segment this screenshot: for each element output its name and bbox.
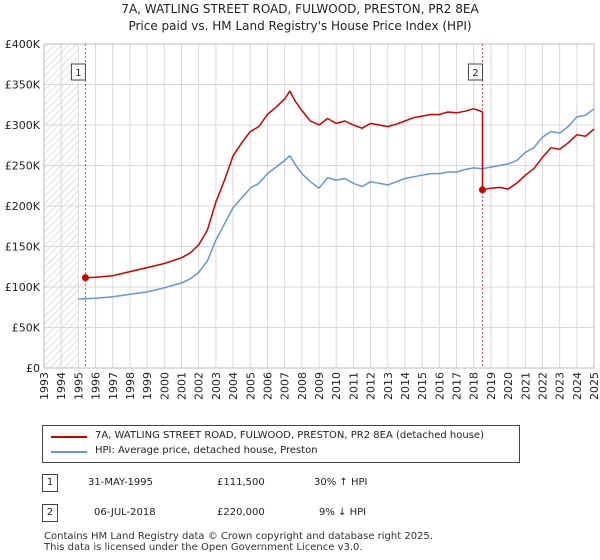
- x-tick-label: 2008: [296, 372, 309, 400]
- x-tick-label: 2009: [313, 372, 326, 400]
- y-tick-label: £400K: [5, 38, 41, 51]
- sale-point: [478, 186, 486, 194]
- y-tick-label: £150K: [5, 241, 41, 254]
- transaction-price: £220,000: [217, 507, 265, 518]
- x-tick-label: 2013: [382, 372, 395, 400]
- transaction-date: 31-MAY-1995: [88, 477, 154, 488]
- y-tick-label: £300K: [5, 119, 41, 132]
- x-tick-label: 2018: [468, 372, 481, 400]
- x-tick-label: 1997: [107, 372, 120, 400]
- x-tick-label: 2005: [244, 372, 257, 400]
- x-tick-label: 2000: [158, 372, 171, 400]
- y-tick-label: £50K: [12, 322, 41, 335]
- marker-label-box: [467, 63, 483, 81]
- price-chart: £0 £50K £100K £150K £200K £250K £300K £350K £400…: [5, 38, 600, 400]
- chart-title: 7A, WATLING STREET ROAD, FULWOOD, PRESTO…: [121, 2, 479, 16]
- x-tick-label: 2011: [347, 372, 360, 400]
- marker-label: 1: [75, 68, 81, 79]
- x-tick-label: 2023: [554, 372, 567, 400]
- marker-label: 2: [472, 68, 478, 79]
- legend-line-property: [51, 436, 87, 438]
- y-tick-label: £100K: [5, 281, 41, 294]
- x-tick-label: 2003: [210, 372, 223, 400]
- x-tick-label: 2002: [193, 372, 206, 400]
- x-tick-label: 2021: [519, 372, 532, 400]
- x-tick-label: 2020: [502, 372, 515, 400]
- x-tick-label: 2024: [571, 372, 584, 400]
- x-tick-label: 2022: [536, 372, 549, 400]
- transaction-price: £111,500: [217, 477, 265, 488]
- y-tick-label: £350K: [5, 79, 41, 92]
- x-tick-label: 2006: [261, 372, 274, 400]
- y-tick-label: £0: [26, 362, 40, 375]
- x-tick-label: 2014: [399, 372, 412, 400]
- x-tick-label: 2025: [588, 372, 600, 400]
- transaction-hpi: 9% ↓ HPI: [319, 507, 367, 518]
- x-tick-label: 2007: [279, 372, 292, 400]
- y-tick-label: £250K: [5, 160, 41, 173]
- x-tick-label: 2012: [365, 372, 378, 400]
- x-tick-label: 1998: [124, 372, 137, 400]
- x-tick-label: 1993: [38, 372, 51, 400]
- x-tick-label: 2001: [176, 372, 189, 400]
- y-tick-label: £200K: [5, 200, 41, 213]
- legend-line-hpi: [51, 451, 87, 453]
- x-tick-label: 1994: [55, 372, 68, 400]
- legend-label-hpi: HPI: Average price, detached house, Pres…: [95, 445, 318, 456]
- x-tick-label: 1999: [141, 372, 154, 400]
- x-tick-label: 1995: [72, 372, 85, 400]
- chart-legend: 7A, WATLING STREET ROAD, FULWOOD, PRESTO…: [42, 425, 520, 463]
- transaction-row: 2 06-JUL-2018 £220,000 9% ↓ HPI: [42, 504, 372, 522]
- x-tick-label: 2015: [416, 372, 429, 400]
- sale-point: [81, 274, 89, 282]
- transaction-date: 06-JUL-2018: [94, 507, 156, 518]
- x-tick-label: 2017: [451, 372, 464, 400]
- x-tick-label: 1996: [90, 372, 103, 400]
- transaction-row: 1 31-MAY-1995 £111,500 30% ↑ HPI: [42, 474, 372, 492]
- transaction-hpi: 30% ↑ HPI: [314, 477, 368, 488]
- legend-label-property: 7A, WATLING STREET ROAD, FULWOOD, PRESTO…: [95, 430, 484, 441]
- transaction-number: 2: [42, 504, 58, 522]
- x-tick-label: 2016: [433, 372, 446, 400]
- transaction-number: 1: [42, 474, 58, 492]
- chart-subtitle: Price paid vs. HM Land Registry's House …: [128, 19, 472, 33]
- footer-license: This data is licensed under the Open Gov…: [44, 542, 363, 553]
- footer-copyright: Contains HM Land Registry data © Crown c…: [44, 531, 433, 542]
- x-tick-label: 2010: [330, 372, 343, 400]
- marker-label-box: [70, 63, 86, 81]
- x-tick-label: 2019: [485, 372, 498, 400]
- series-line-hpi: [78, 108, 595, 300]
- x-tick-label: 2004: [227, 372, 240, 400]
- plot-frame: [43, 43, 595, 369]
- series-line-property: [85, 90, 595, 279]
